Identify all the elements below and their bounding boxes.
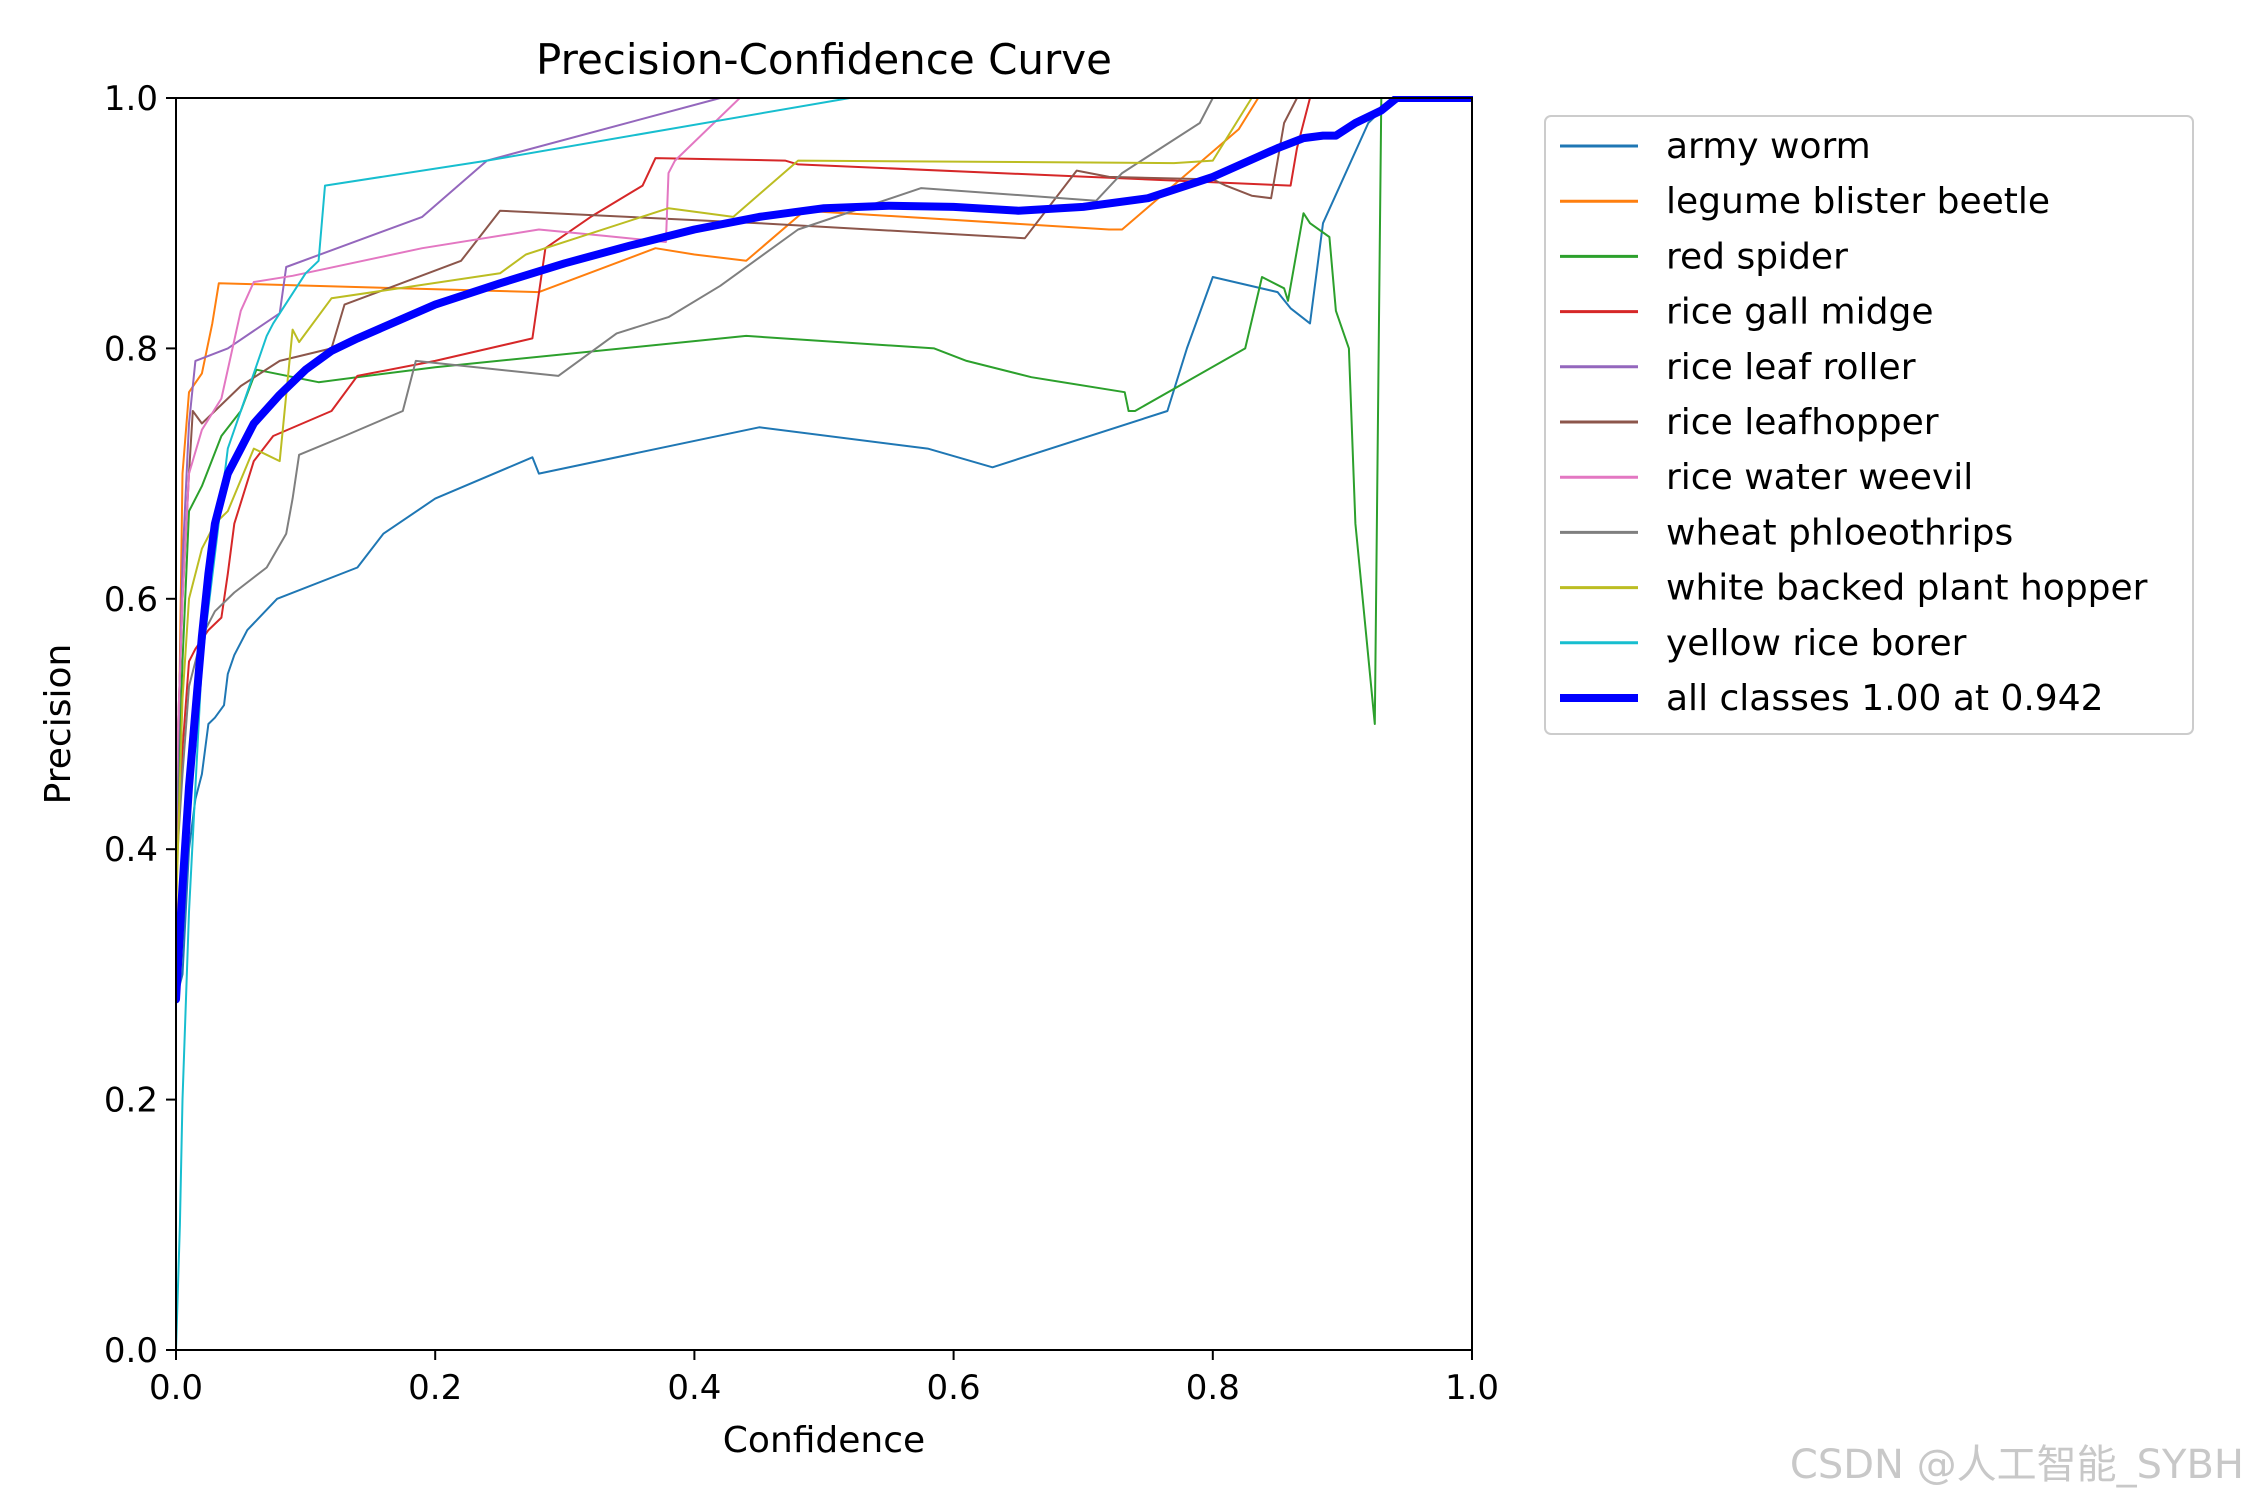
y-axis: 0.0 0.2 0.4 0.6 0.8 1.0 — [104, 79, 176, 1371]
x-tick-label-0: 0.0 — [149, 1368, 203, 1408]
legend-label-10: all classes 1.00 at 0.942 — [1666, 678, 2104, 719]
x-tick-label-5: 1.0 — [1445, 1368, 1499, 1408]
legend-label-2: red spider — [1666, 236, 1848, 277]
series-line-0 — [175, 97, 1473, 1001]
series-line-5 — [175, 97, 1473, 788]
x-axis: 0.0 0.2 0.4 0.6 0.8 1.0 — [149, 1350, 1499, 1408]
series-line-7 — [175, 97, 1473, 876]
plot-frame — [175, 97, 1473, 1351]
x-axis-label: Confidence — [723, 1420, 925, 1461]
chart-title: Precision-Confidence Curve — [536, 35, 1112, 84]
y-tick-label-2: 0.4 — [104, 830, 158, 870]
legend-label-5: rice leafhopper — [1666, 402, 1939, 443]
x-tick-label-4: 0.8 — [1186, 1368, 1240, 1408]
y-axis-label: Precision — [38, 644, 79, 805]
x-tick-label-2: 0.4 — [667, 1368, 721, 1408]
legend-label-3: rice gall midge — [1666, 292, 1933, 333]
legend-frame — [1544, 115, 2194, 735]
y-tick-label-1: 0.2 — [104, 1081, 158, 1121]
series-layer — [175, 96, 1473, 1350]
y-tick-label-0: 0.0 — [104, 1331, 158, 1371]
legend-label-4: rice leaf roller — [1666, 347, 1916, 388]
legend: army worm legume blister beetle red spider… — [1544, 115, 2194, 735]
series-line-1 — [175, 97, 1473, 938]
legend-label-6: rice water weevil — [1666, 457, 1973, 498]
y-tick-label-5: 1.0 — [104, 79, 158, 119]
series-line-9 — [175, 97, 1473, 1350]
legend-label-0: army worm — [1666, 126, 1871, 167]
legend-label-7: wheat phloeothrips — [1666, 512, 2013, 553]
series-line-2 — [175, 97, 1473, 851]
watermark: CSDN @人工智能_SYBH — [1789, 1442, 2244, 1488]
legend-label-1: legume blister beetle — [1666, 181, 2050, 222]
x-tick-label-1: 0.2 — [408, 1368, 462, 1408]
series-line-8 — [175, 97, 1473, 913]
y-tick-label-4: 0.8 — [104, 329, 158, 369]
series-line-6 — [175, 97, 1473, 788]
y-tick-label-3: 0.6 — [104, 580, 158, 620]
legend-label-8: white backed plant hopper — [1666, 568, 2148, 609]
series-line-10 — [175, 96, 1473, 1004]
x-tick-label-3: 0.6 — [927, 1368, 981, 1408]
legend-label-9: yellow rice borer — [1666, 623, 1967, 664]
